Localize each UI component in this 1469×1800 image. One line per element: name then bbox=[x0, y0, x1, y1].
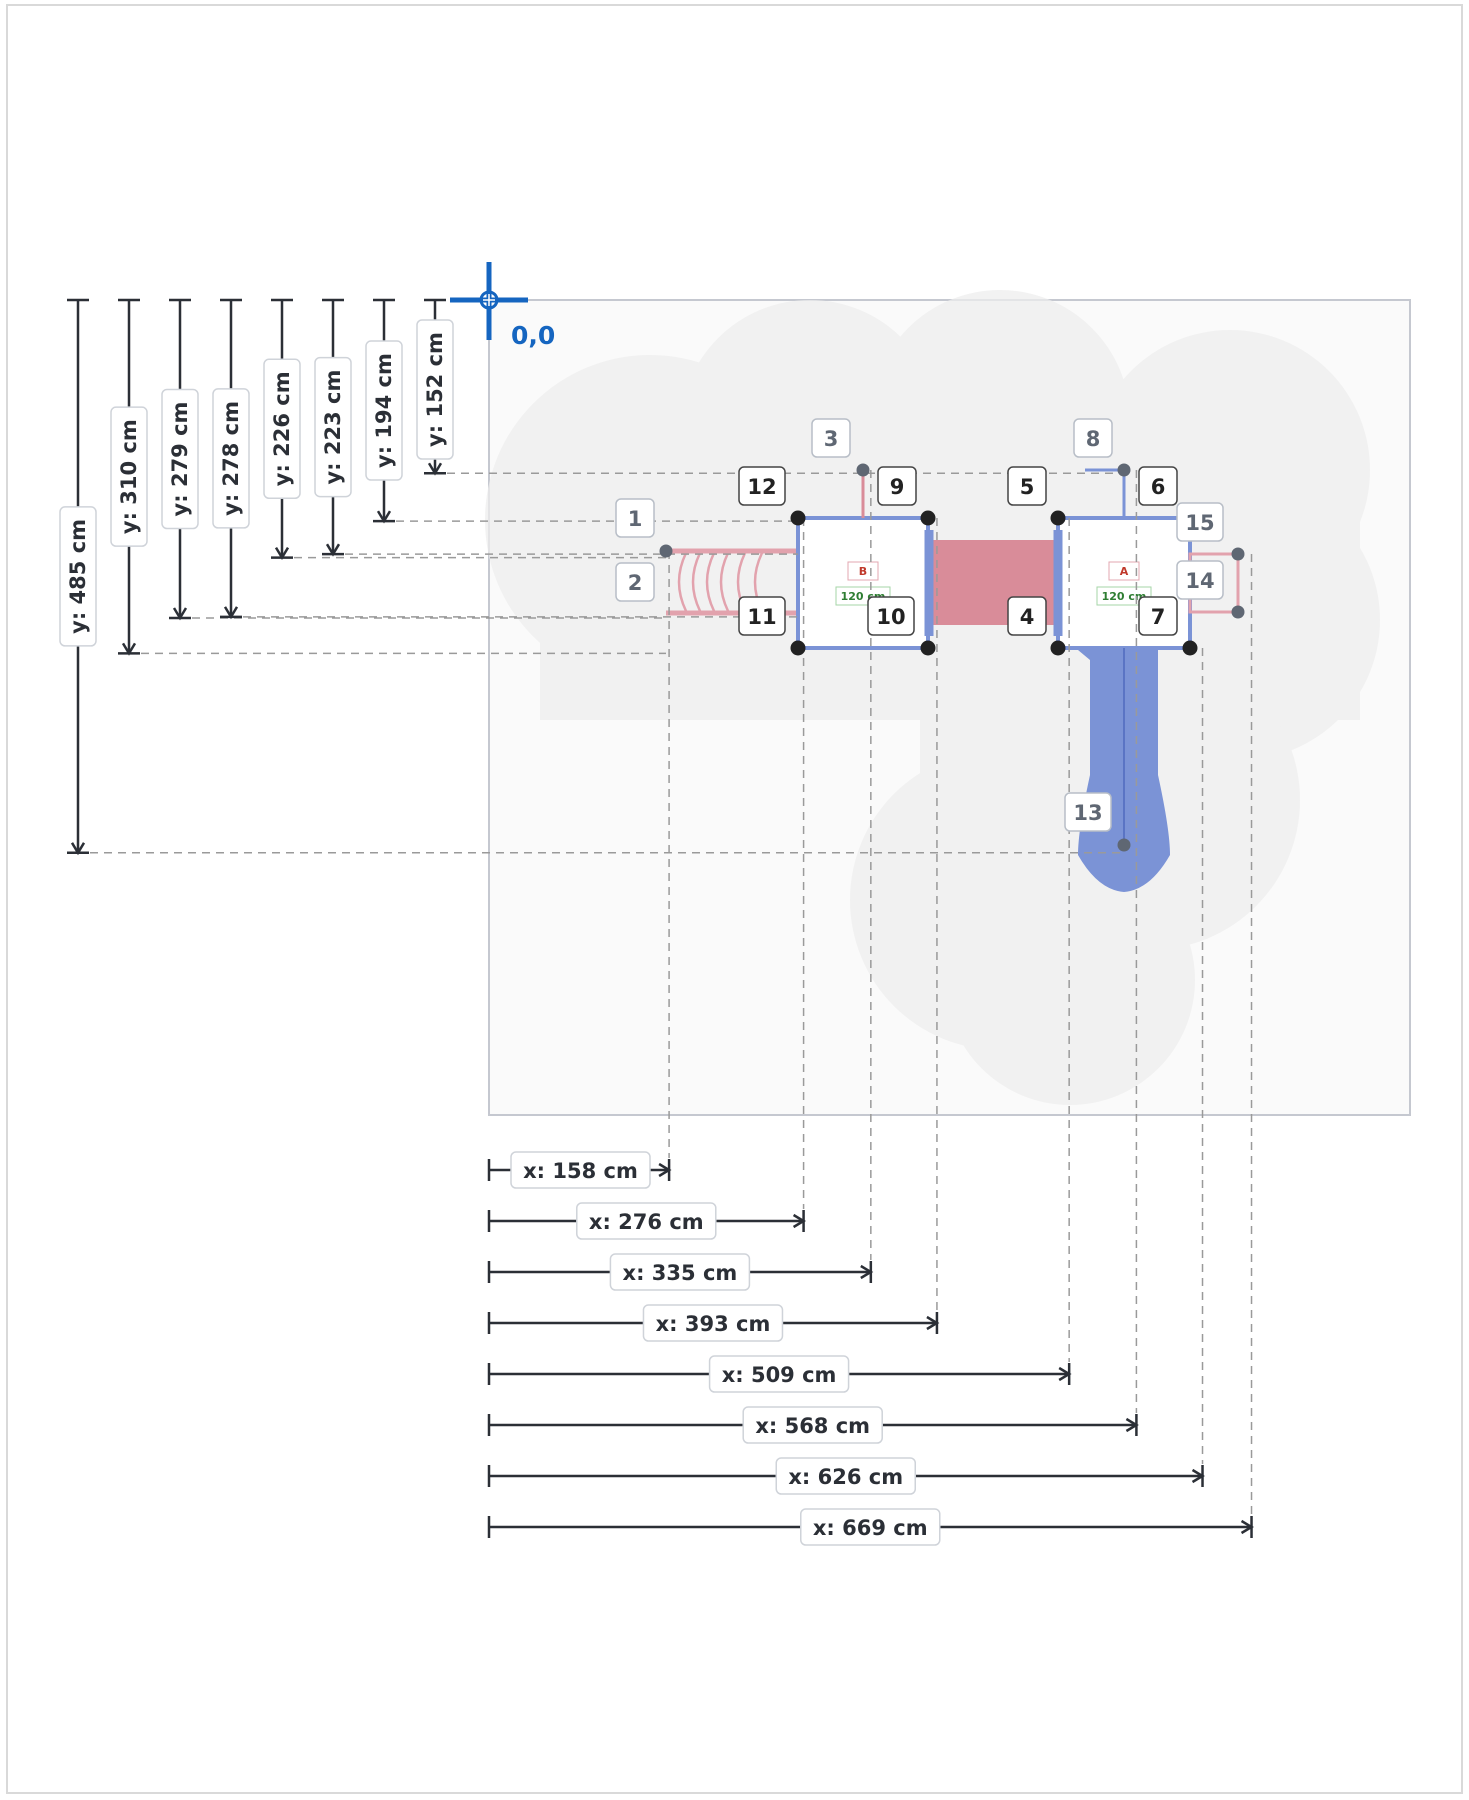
reference-point-1: 1 bbox=[615, 498, 655, 538]
y-dimension-8: y: 152 cm bbox=[416, 298, 454, 476]
x-dimension-label: x: 509 cm bbox=[722, 1363, 837, 1387]
reference-point-5: 5 bbox=[1007, 466, 1066, 526]
x-dimension-lines: x: 158 cm x: 276 cm x: 335 cm x: 393 cm x: 5… bbox=[487, 1151, 1254, 1546]
y-dimension-7: y: 194 cm bbox=[365, 298, 403, 524]
reference-point-13: 13 bbox=[1064, 792, 1131, 852]
x-dimension-7: x: 626 cm bbox=[487, 1457, 1205, 1495]
x-dimension-6: x: 568 cm bbox=[487, 1406, 1139, 1444]
point-label: 9 bbox=[890, 475, 905, 499]
reference-point-4: 4 bbox=[1007, 596, 1066, 656]
reference-point-15: 15 bbox=[1176, 502, 1245, 561]
point-label: 13 bbox=[1073, 801, 1102, 825]
reference-point-7: 7 bbox=[1138, 596, 1198, 656]
y-dimension-label: y: 152 cm bbox=[423, 332, 447, 447]
point-label: 1 bbox=[628, 507, 643, 531]
y-dimension-label: y: 310 cm bbox=[117, 419, 141, 534]
y-dimension-6: y: 223 cm bbox=[314, 298, 352, 557]
y-dimension-label: y: 279 cm bbox=[168, 402, 192, 517]
point-label: 5 bbox=[1020, 475, 1035, 499]
y-dimension-label: y: 278 cm bbox=[219, 401, 243, 516]
y-dimension-label: y: 226 cm bbox=[270, 371, 294, 486]
reference-point-2: 2 bbox=[615, 544, 673, 602]
x-dimension-3: x: 335 cm bbox=[487, 1253, 874, 1291]
x-dimension-1: x: 158 cm bbox=[487, 1151, 672, 1189]
page-frame bbox=[6, 4, 1463, 1794]
x-dimension-5: x: 509 cm bbox=[487, 1355, 1072, 1393]
point-label: 11 bbox=[747, 605, 776, 629]
point-label: 2 bbox=[628, 571, 643, 595]
point-label: 7 bbox=[1151, 605, 1166, 629]
x-dimension-2: x: 276 cm bbox=[487, 1202, 807, 1240]
y-dimension-label: y: 223 cm bbox=[321, 370, 345, 485]
y-dimension-2: y: 310 cm bbox=[110, 298, 148, 656]
reference-point-11: 11 bbox=[738, 596, 806, 656]
platform-a-height: 120 cm bbox=[1102, 590, 1147, 603]
x-dimension-label: x: 568 cm bbox=[755, 1414, 870, 1438]
x-dimension-8: x: 669 cm bbox=[487, 1508, 1254, 1546]
y-dimension-label: y: 485 cm bbox=[66, 519, 90, 634]
reference-point-8: 8 bbox=[1073, 418, 1131, 477]
x-dimension-label: x: 393 cm bbox=[656, 1312, 771, 1336]
y-dimension-1: y: 485 cm bbox=[59, 298, 97, 856]
point-label: 15 bbox=[1185, 511, 1214, 535]
point-label: 8 bbox=[1086, 427, 1101, 451]
y-dimension-lines: y: 485 cm y: 310 cm y: 279 cm y: 278 cm y: 2… bbox=[59, 298, 454, 856]
point-label: 12 bbox=[747, 475, 776, 499]
reference-point-10: 10 bbox=[867, 596, 936, 656]
y-dimension-4: y: 278 cm bbox=[212, 298, 250, 620]
x-dimension-label: x: 626 cm bbox=[788, 1465, 903, 1489]
reference-point-14: 14 bbox=[1176, 560, 1245, 619]
origin-marker bbox=[450, 262, 528, 340]
origin-label: 0,0 bbox=[511, 321, 555, 350]
point-label: 10 bbox=[876, 605, 905, 629]
point-label: 4 bbox=[1020, 605, 1035, 629]
guide-lines bbox=[90, 470, 1253, 1515]
playground-structure: B 120 cm A 120 cm bbox=[666, 468, 1240, 892]
y-dimension-3: y: 279 cm bbox=[161, 298, 199, 621]
reference-point-9: 9 bbox=[877, 466, 936, 526]
safety-zone bbox=[485, 290, 1380, 1105]
x-dimension-label: x: 669 cm bbox=[813, 1516, 928, 1540]
y-dimension-5: y: 226 cm bbox=[263, 298, 301, 561]
point-label: 14 bbox=[1185, 569, 1214, 593]
x-dimension-label: x: 335 cm bbox=[623, 1261, 738, 1285]
reference-point-12: 12 bbox=[738, 466, 806, 526]
point-label: 3 bbox=[824, 427, 839, 451]
platform-a-letter: A bbox=[1120, 565, 1129, 578]
platform-b-letter: B bbox=[859, 565, 867, 578]
x-dimension-4: x: 393 cm bbox=[487, 1304, 940, 1342]
x-dimension-label: x: 276 cm bbox=[589, 1210, 704, 1234]
point-label: 6 bbox=[1151, 475, 1166, 499]
y-dimension-label: y: 194 cm bbox=[372, 353, 396, 468]
x-dimension-label: x: 158 cm bbox=[523, 1159, 638, 1183]
reference-point-3: 3 bbox=[811, 418, 870, 477]
